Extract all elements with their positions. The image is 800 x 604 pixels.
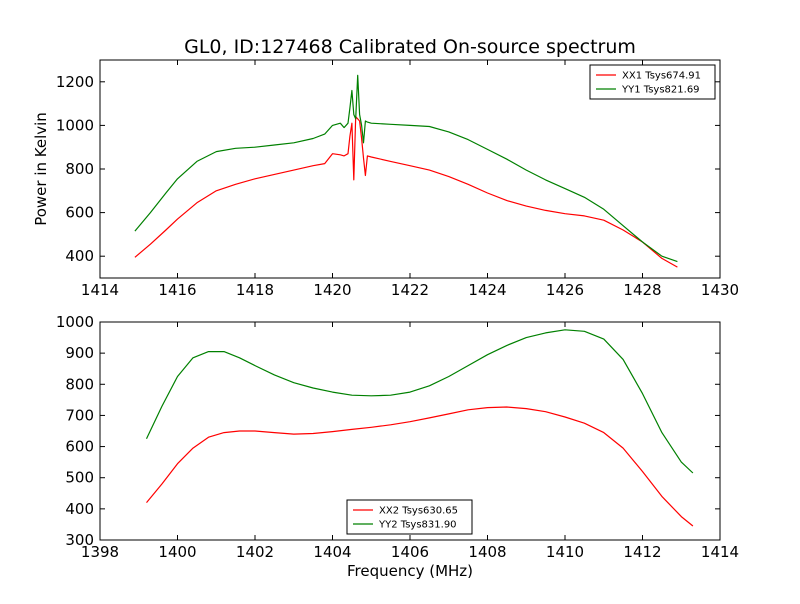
top-series-line-2 bbox=[134, 74, 678, 263]
bottom-x-axis-label: Frequency (MHz) bbox=[347, 562, 473, 580]
bottom-y-tick-label: 600 bbox=[65, 438, 94, 456]
top-x-tick-label: 1424 bbox=[468, 281, 506, 299]
bottom-x-tick-label: 1400 bbox=[158, 543, 196, 561]
bottom-y-tick-label: 800 bbox=[65, 375, 94, 393]
top-x-tick-label: 1420 bbox=[313, 281, 351, 299]
bottom-x-tick-label: 1402 bbox=[236, 543, 274, 561]
bottom-x-tick-label: 1406 bbox=[391, 543, 429, 561]
top-y-tick-label: 1000 bbox=[56, 116, 94, 134]
bottom-x-tick-label: 1410 bbox=[546, 543, 584, 561]
top-series-line-1 bbox=[134, 116, 678, 268]
bottom-x-tick-label: 1398 bbox=[81, 543, 119, 561]
top-legend-label: YY1 Tsys821.69 bbox=[621, 85, 700, 96]
top-legend-frame bbox=[589, 64, 716, 100]
chart-title: GL0, ID:127468 Calibrated On-source spec… bbox=[184, 36, 636, 58]
top-series-group bbox=[134, 74, 678, 268]
top-y-tick-label: 400 bbox=[65, 247, 94, 265]
top-x-tick-label: 1416 bbox=[158, 281, 196, 299]
bottom-y-tick-label: 300 bbox=[65, 531, 94, 549]
bottom-x-ticks: 1398 1400 1402 1404 1406 1408 1410 1412 1414 bbox=[81, 322, 739, 561]
bottom-y-ticks: 300 400 500 600 700 800 900 1000 bbox=[56, 313, 720, 549]
top-x-ticks: 1414 1416 1418 1420 1422 1424 1426 1428 1430 bbox=[81, 60, 739, 299]
top-x-tick-label: 1418 bbox=[236, 281, 274, 299]
top-x-tick-label: 1430 bbox=[701, 281, 739, 299]
top-x-tick-label: 1426 bbox=[546, 281, 584, 299]
top-y-tick-label: 1200 bbox=[56, 73, 94, 91]
bottom-x-tick-label: 1414 bbox=[701, 543, 739, 561]
top-x-tick-label: 1414 bbox=[81, 281, 119, 299]
bottom-legend-label: YY2 Tsys831.90 bbox=[378, 520, 457, 531]
top-x-tick-label: 1428 bbox=[623, 281, 661, 299]
bottom-y-tick-label: 1000 bbox=[56, 313, 94, 331]
top-legend: XX1 Tsys674.91 YY1 Tsys821.69 bbox=[589, 64, 716, 100]
bottom-x-tick-label: 1412 bbox=[623, 543, 661, 561]
top-y-tick-label: 800 bbox=[65, 160, 94, 178]
bottom-x-tick-label: 1404 bbox=[313, 543, 351, 561]
top-y-ticks: 400 600 800 1000 1200 bbox=[56, 73, 720, 265]
bottom-series-group bbox=[145, 329, 694, 527]
top-x-tick-label: 1422 bbox=[391, 281, 429, 299]
bottom-series-line-1 bbox=[146, 406, 694, 527]
bottom-legend: XX2 Tsys630.65 YY2 Tsys831.90 bbox=[346, 499, 473, 535]
bottom-y-tick-label: 900 bbox=[65, 344, 94, 362]
bottom-legend-frame bbox=[346, 499, 473, 535]
bottom-panel: 1398 1400 1402 1404 1406 1408 1410 1412 1414 300… bbox=[56, 313, 739, 580]
bottom-y-tick-label: 400 bbox=[65, 500, 94, 518]
bottom-y-tick-label: 700 bbox=[65, 406, 94, 424]
bottom-series-line-2 bbox=[145, 329, 694, 474]
bottom-legend-label: XX2 Tsys630.65 bbox=[379, 506, 458, 517]
top-y-tick-label: 600 bbox=[65, 204, 94, 222]
top-y-axis-label: Power in Kelvin bbox=[32, 112, 50, 226]
top-legend-label: XX1 Tsys674.91 bbox=[622, 71, 701, 82]
top-panel: 1414 1416 1418 1420 1422 1424 1426 1428 1430 400… bbox=[32, 59, 739, 299]
bottom-x-tick-label: 1408 bbox=[468, 543, 506, 561]
bottom-y-tick-label: 500 bbox=[65, 469, 94, 487]
